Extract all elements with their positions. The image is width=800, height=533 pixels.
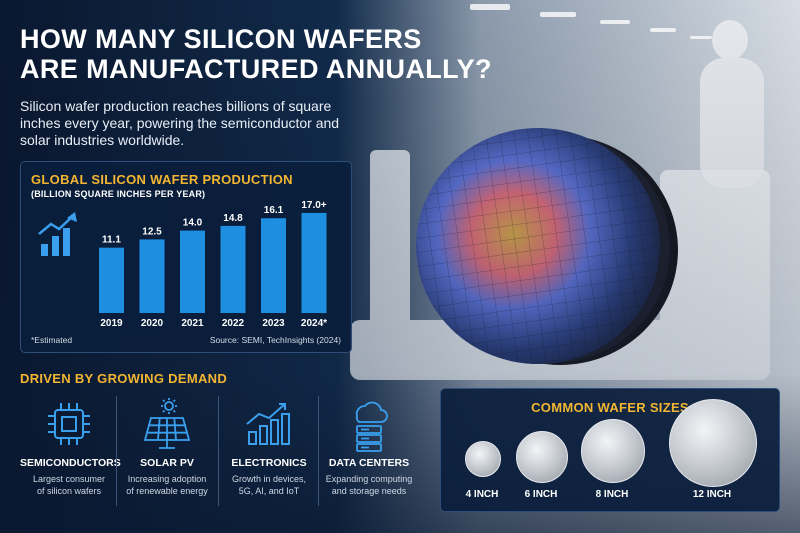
wafer-6-inch xyxy=(516,431,568,483)
estimate-note: *Estimated xyxy=(31,335,73,345)
x-tick-label: 2023 xyxy=(262,318,285,329)
chart-title: GLOBAL SILICON WAFER PRODUCTION xyxy=(31,172,293,187)
bar-2023 xyxy=(261,218,286,313)
data-label: 16.1 xyxy=(264,205,284,216)
production-chart-panel: 11.1 2019 12.5 2020 14.0 2021 14.8 2022 16.1 2023… xyxy=(20,161,352,353)
wafer-sizes-panel: COMMON WAFER SIZES 4 INCH 6 INCH 8 INCH … xyxy=(440,388,780,512)
data-label: 12.5 xyxy=(142,226,162,237)
page-title: HOW MANY SILICON WAFERS ARE MANUFACTURED… xyxy=(20,24,492,84)
divider xyxy=(116,396,117,506)
demand-label: DATA CENTERS xyxy=(328,457,410,469)
source-note: Source: SEMI, TechInsights (2024) xyxy=(209,335,341,345)
demand-desc: Increasing adoption of renewable energy xyxy=(118,473,216,497)
solar-panel-icon xyxy=(143,398,191,449)
bar-2022 xyxy=(220,225,246,313)
divider xyxy=(218,396,219,506)
title-line-2: ARE MANUFACTURED ANNUALLY? xyxy=(20,54,492,84)
demand-desc-line: of renewable energy xyxy=(126,486,208,496)
demand-desc: Expanding computing and storage needs xyxy=(320,473,418,497)
demand-desc: Largest consumer of silicon wafers xyxy=(20,473,118,497)
bar-2021 xyxy=(180,230,205,313)
x-tick-label: 2020 xyxy=(141,318,164,329)
x-tick-label: 2021 xyxy=(181,318,204,329)
growth-chart-icon xyxy=(246,403,290,445)
chart-subtitle: (BILLION SQUARE INCHES PER YEAR) xyxy=(31,189,206,199)
wafer-size-label: 8 INCH xyxy=(595,489,629,500)
wafer-4-inch xyxy=(465,441,501,477)
wafer-size-label: 12 INCH xyxy=(692,489,732,500)
demand-item-data-centers: DATA CENTERS Expanding computing and sto… xyxy=(320,394,418,514)
data-label: 11.1 xyxy=(102,235,121,246)
wafer-size-label: 6 INCH xyxy=(524,489,558,500)
data-label: 14.8 xyxy=(223,213,243,224)
data-label: 17.0+ xyxy=(301,200,326,211)
demand-label: ELECTRONICS xyxy=(231,457,307,469)
bar-2024* xyxy=(301,212,327,313)
demand-label: SOLAR PV xyxy=(140,457,194,469)
cloud-server-icon xyxy=(355,401,388,452)
bar-2019 xyxy=(99,247,124,313)
title-line-1: HOW MANY SILICON WAFERS xyxy=(20,24,422,54)
demand-desc-line: and storage needs xyxy=(331,486,407,496)
wafer-sizes-title: COMMON WAFER SIZES xyxy=(531,400,689,415)
bar-2020 xyxy=(139,239,165,313)
growth-chart-icon xyxy=(38,212,77,256)
demand-item-solar: SOLAR PV Increasing adoption of renewabl… xyxy=(118,394,216,514)
chip-icon xyxy=(48,403,90,445)
intro-text: Silicon wafer production reaches billion… xyxy=(20,98,340,148)
x-tick-label: 2022 xyxy=(222,318,245,329)
demand-desc-line: Largest consumer xyxy=(32,474,106,484)
x-tick-label: 2024* xyxy=(301,318,327,329)
demand-desc-line: Growth in devices, xyxy=(231,474,307,484)
wafer-size-label: 4 INCH xyxy=(465,489,499,500)
x-tick-label: 2019 xyxy=(100,318,123,329)
demand-label: SEMICONDUCTORS xyxy=(20,457,121,469)
demand-desc-line: Expanding computing xyxy=(325,474,413,484)
wafer-8-inch xyxy=(581,419,645,483)
demand-desc-line: 5G, AI, and IoT xyxy=(238,486,300,496)
production-bar-chart: 11.1 2019 12.5 2020 14.0 2021 14.8 2022 16.1 2023… xyxy=(38,200,327,329)
demand-heading: DRIVEN BY GROWING DEMAND xyxy=(20,371,228,386)
demand-item-electronics: ELECTRONICS Growth in devices, 5G, AI, a… xyxy=(220,394,318,514)
demand-desc-line: of silicon wafers xyxy=(36,486,102,496)
demand-item-semiconductors: SEMICONDUCTORS Largest consumer of silic… xyxy=(20,394,121,514)
data-label: 14.0 xyxy=(183,218,203,229)
divider xyxy=(318,396,319,506)
wafer-12-inch xyxy=(669,399,757,487)
demand-desc-line: Increasing adoption xyxy=(127,474,207,484)
demand-desc: Growth in devices, 5G, AI, and IoT xyxy=(220,473,318,497)
